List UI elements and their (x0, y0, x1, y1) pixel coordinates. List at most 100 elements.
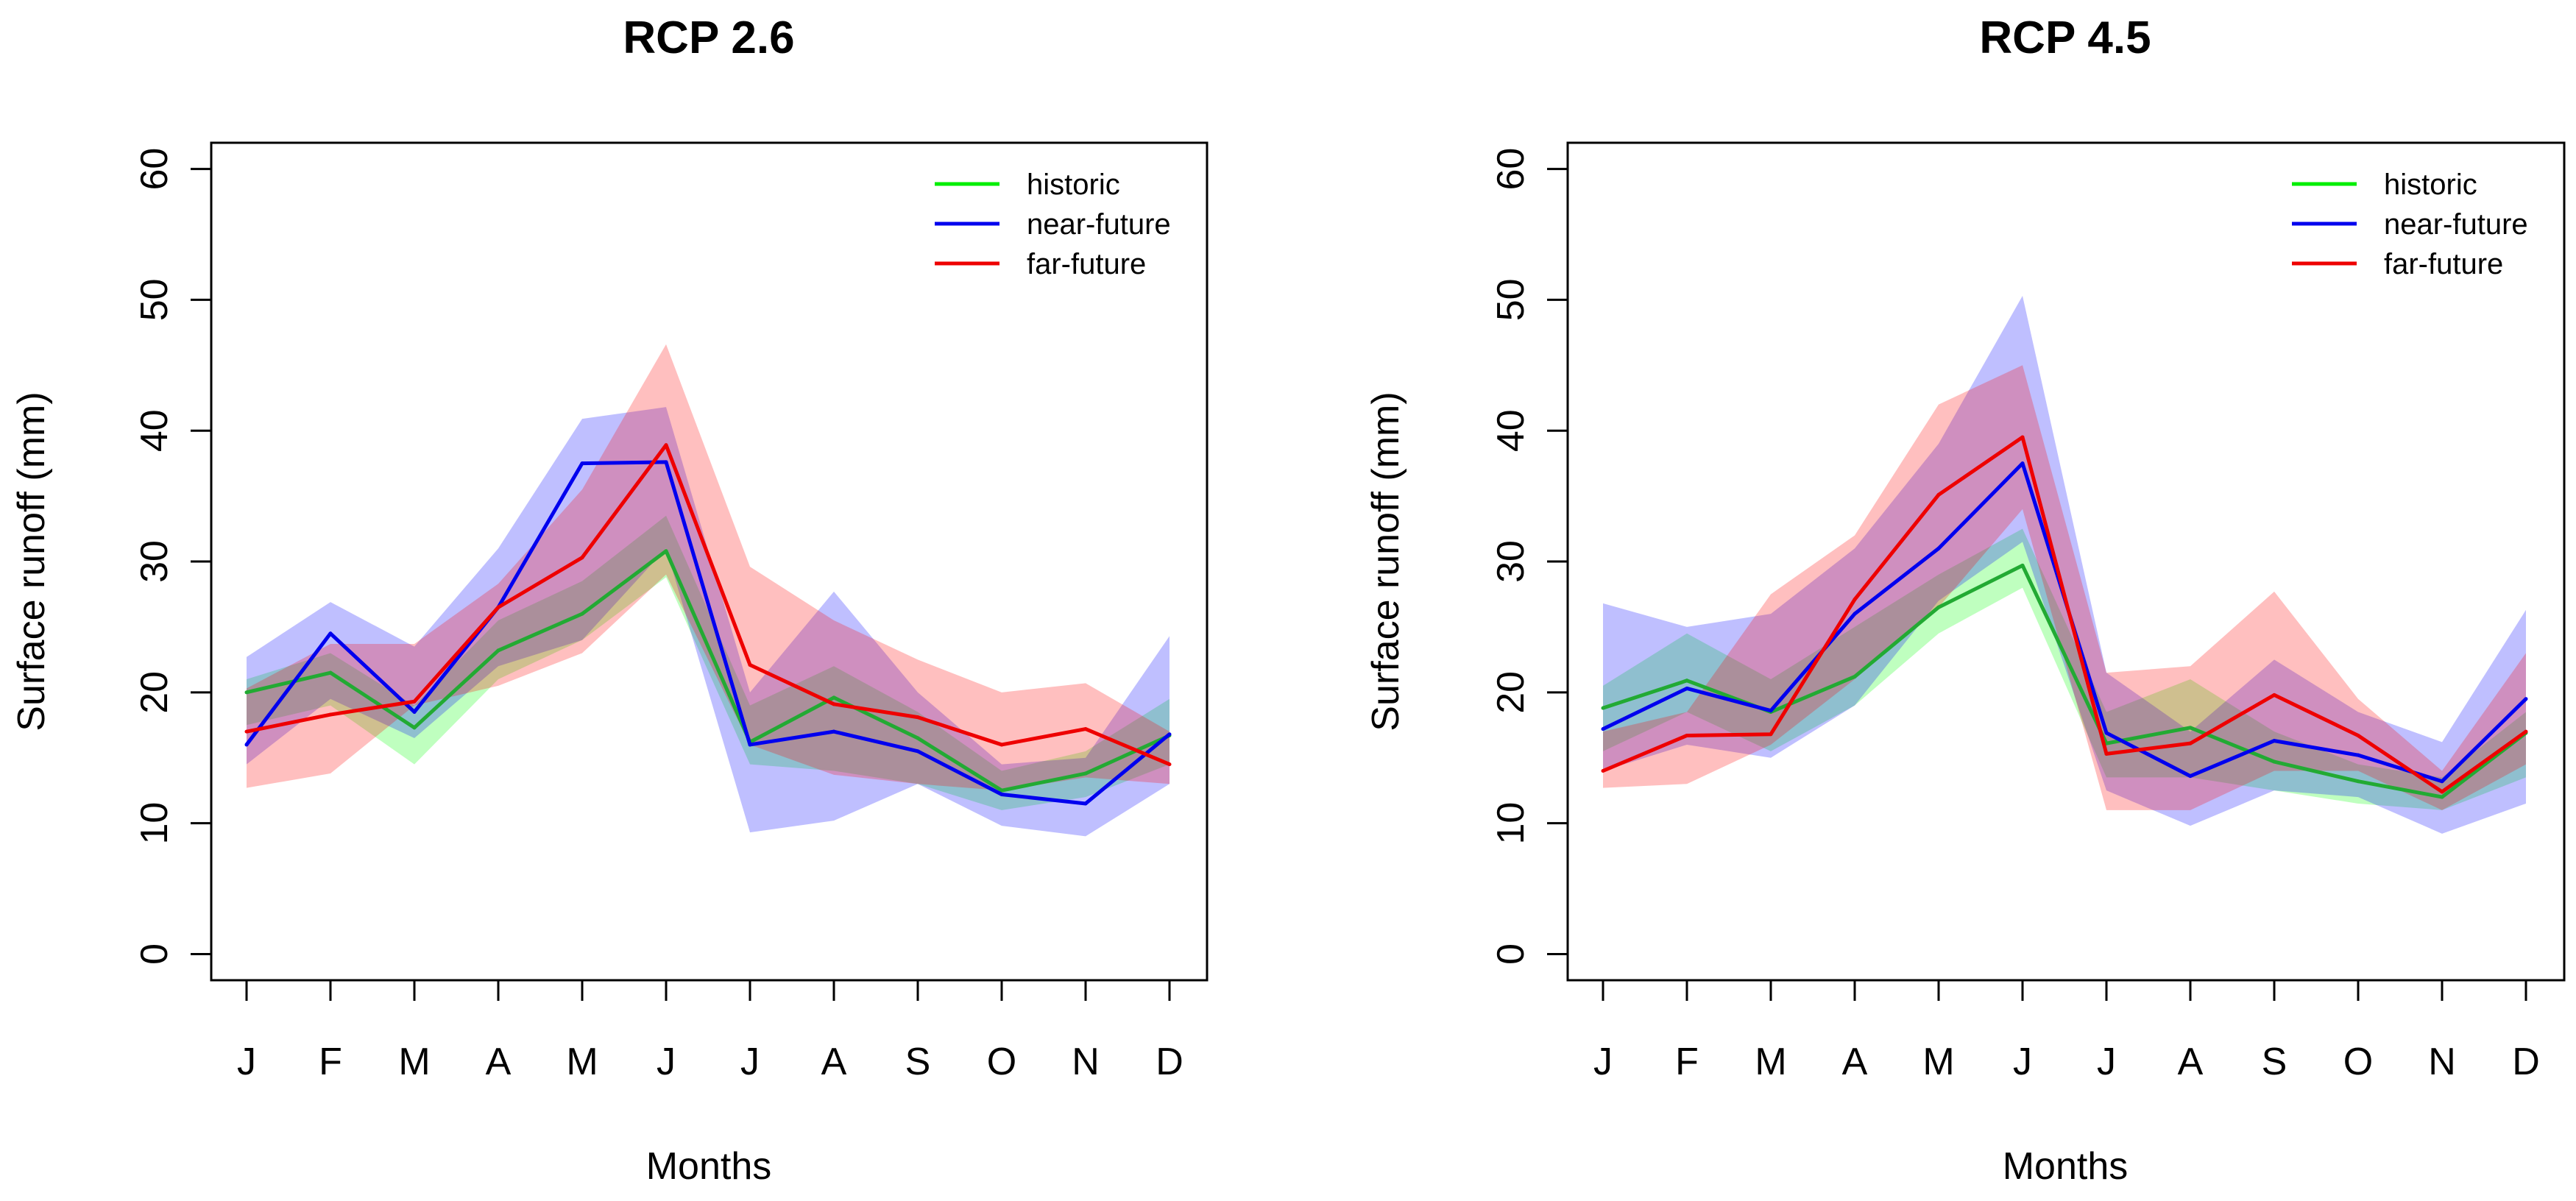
legend-label-far-future: far-future (1027, 248, 1146, 280)
data-point-historic (2188, 726, 2193, 730)
y-tick-label: 20 (133, 671, 176, 714)
band-far-future (1603, 365, 2526, 810)
data-point-far-future (244, 729, 249, 734)
x-axis-label: Months (2003, 1145, 2129, 1188)
data-point-historic (832, 695, 836, 700)
chart-title: RCP 2.6 (623, 13, 794, 63)
band-near-future (1603, 296, 2526, 834)
data-point-near-future (1936, 546, 1941, 550)
x-tick-label: M (398, 1041, 430, 1083)
legend-label-historic: historic (2384, 169, 2477, 201)
data-point-far-future (748, 662, 752, 667)
data-point-near-future (916, 749, 920, 754)
data-point-historic (2272, 759, 2276, 764)
data-point-historic (2020, 563, 2025, 567)
y-tick-label: 30 (133, 540, 176, 583)
y-tick-label: 50 (1490, 278, 1532, 321)
x-tick-label: J (2013, 1041, 2032, 1083)
data-point-far-future (999, 743, 1004, 747)
data-point-near-future (832, 729, 836, 734)
data-point-far-future (2020, 435, 2025, 439)
data-point-near-future (2104, 731, 2109, 735)
data-point-near-future (2356, 753, 2360, 757)
data-point-far-future (2524, 729, 2528, 734)
legend-label-near-future: near-future (2384, 208, 2528, 241)
x-tick-label: F (319, 1041, 342, 1083)
x-tick-label: J (2097, 1041, 2116, 1083)
data-point-historic (244, 690, 249, 695)
y-tick-label: 10 (1490, 802, 1532, 845)
data-point-near-future (1685, 686, 1689, 690)
data-point-far-future (1685, 733, 1689, 737)
x-tick-label: J (657, 1041, 676, 1083)
y-axis-label: Surface runoff (mm) (10, 392, 53, 731)
data-point-far-future (412, 699, 417, 704)
data-point-near-future (2272, 739, 2276, 743)
legend: historic near-future far-future (2292, 169, 2528, 280)
y-tick-label: 60 (133, 148, 176, 191)
data-point-historic (916, 736, 920, 740)
data-point-historic (1083, 771, 1088, 776)
y-tick-label: 60 (1490, 148, 1532, 191)
data-point-near-future (1769, 709, 1773, 713)
data-point-historic (412, 726, 417, 730)
data-point-far-future (832, 702, 836, 706)
band-near-future (247, 407, 1170, 837)
x-tick-label: J (1593, 1041, 1613, 1083)
y-tick-label: 30 (1490, 540, 1532, 583)
x-tick-label: D (2512, 1041, 2540, 1083)
chart-panel-2: RCP 4.5 0 10 20 30 40 50 60 Surface runoff (mm) J… (1365, 13, 2566, 1188)
data-point-far-future (1936, 492, 1941, 497)
data-point-far-future (2188, 741, 2193, 745)
data-point-historic (1601, 706, 1605, 710)
data-point-near-future (999, 793, 1004, 797)
data-point-near-future (1167, 732, 1172, 737)
data-point-historic (2440, 795, 2444, 799)
data-point-far-future (1601, 769, 1605, 773)
x-tick-label: J (740, 1041, 760, 1083)
data-point-far-future (580, 556, 584, 560)
data-point-historic (999, 788, 1004, 793)
data-point-historic (2356, 779, 2360, 784)
y-tick-label: 0 (133, 943, 176, 965)
data-point-near-future (412, 709, 417, 714)
data-point-far-future (916, 715, 920, 720)
data-point-far-future (496, 605, 500, 609)
x-tick-label: N (1072, 1041, 1100, 1083)
data-point-near-future (244, 743, 249, 747)
x-tick-label: A (2178, 1041, 2204, 1083)
chart-panel-1: RCP 2.6 0 10 20 30 40 50 60 Surface runoff (mm) J… (10, 13, 1209, 1188)
data-point-far-future (2356, 733, 2360, 737)
data-point-near-future (748, 743, 752, 747)
x-tick-label: F (1675, 1041, 1699, 1083)
legend-label-near-future: near-future (1027, 208, 1171, 241)
y-tick-label: 10 (133, 802, 176, 845)
band-historic (247, 515, 1170, 810)
data-point-near-future (2524, 697, 2528, 701)
data-point-near-future (2188, 774, 2193, 779)
data-point-far-future (1167, 762, 1172, 767)
data-point-near-future (580, 461, 584, 466)
x-tick-label: D (1156, 1041, 1183, 1083)
data-point-near-future (328, 631, 333, 636)
data-point-near-future (2440, 779, 2444, 784)
x-tick-label: O (2343, 1041, 2373, 1083)
data-point-historic (496, 648, 500, 653)
data-point-near-future (664, 460, 668, 464)
data-point-far-future (2440, 790, 2444, 794)
legend-label-historic: historic (1027, 169, 1120, 201)
y-axis-label: Surface runoff (mm) (1365, 392, 1407, 731)
band-historic (1603, 528, 2526, 810)
x-axis-label: Months (646, 1145, 772, 1188)
x-tick-label: A (1842, 1041, 1868, 1083)
data-point-far-future (1083, 727, 1088, 731)
data-point-near-future (1853, 612, 1857, 616)
series-line-near-future (245, 460, 1171, 806)
data-point-near-future (1601, 727, 1605, 731)
chart-title: RCP 4.5 (1979, 13, 2151, 63)
data-point-near-future (1083, 801, 1088, 806)
data-point-historic (1936, 605, 1941, 609)
series-line-historic (246, 549, 1171, 793)
x-tick-label: A (486, 1041, 512, 1083)
